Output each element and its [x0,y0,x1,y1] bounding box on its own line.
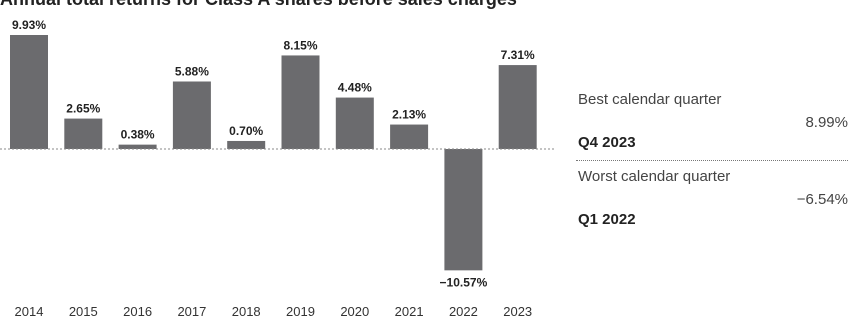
bar-2016 [118,144,157,149]
x-axis-labels-group: 2014 2015 2016 2017 2018 2019 2020 2021 2022 2023 [15,304,533,319]
value-label-2018: 0.70% [229,124,263,138]
x-tick-2017: 2017 [177,304,206,319]
worst-quarter-period: Q1 2022 [578,211,636,228]
stats-divider [576,160,848,161]
bar-2015 [64,118,103,149]
value-label-2016: 0.38% [121,128,155,142]
worst-quarter-label: Worst calendar quarter [578,168,731,185]
bar-2017 [172,81,211,149]
value-label-2014: 9.93% [12,18,46,32]
x-tick-2014: 2014 [15,304,44,319]
x-tick-2018: 2018 [232,304,261,319]
x-tick-2019: 2019 [286,304,315,319]
value-label-2022: −10.57% [440,275,488,289]
x-tick-2015: 2015 [69,304,98,319]
value-label-2020: 4.48% [338,81,372,95]
best-quarter-label: Best calendar quarter [578,91,722,108]
value-label-2015: 2.65% [66,102,100,116]
bar-2019 [281,55,320,149]
x-tick-2016: 2016 [123,304,152,319]
bar-2020 [335,97,374,149]
bar-2022 [444,149,483,271]
x-tick-2023: 2023 [503,304,532,319]
annual-returns-bar-chart: 9.93% 2.65% 0.38% 5.88% 0.70% 8.15% 4.48% 2.13%… [0,18,556,319]
quarter-stats: Best calendar quarter 8.99% Q4 2023 Wors… [576,90,848,231]
best-quarter-value: 8.99% [805,114,848,131]
x-tick-2020: 2020 [340,304,369,319]
best-quarter-stat: Best calendar quarter 8.99% Q4 2023 [576,90,848,154]
bar-2018 [227,140,266,149]
chart-title: Annual total returns for Class A shares … [0,0,517,10]
value-label-2019: 8.15% [283,38,317,52]
value-label-2017: 5.88% [175,64,209,78]
value-labels-group: 9.93% 2.65% 0.38% 5.88% 0.70% 8.15% 4.48% 2.13%… [12,18,535,289]
bar-2014 [10,35,48,149]
value-label-2021: 2.13% [392,108,426,122]
worst-quarter-stat: Worst calendar quarter −6.54% Q1 2022 [576,167,848,231]
bar-2023 [498,65,537,149]
best-quarter-period: Q4 2023 [578,134,636,151]
bar-2021 [390,124,429,149]
x-tick-2021: 2021 [395,304,424,319]
worst-quarter-value: −6.54% [796,191,848,208]
bars-group [10,35,537,271]
value-label-2023: 7.31% [501,48,535,62]
x-tick-2022: 2022 [449,304,478,319]
